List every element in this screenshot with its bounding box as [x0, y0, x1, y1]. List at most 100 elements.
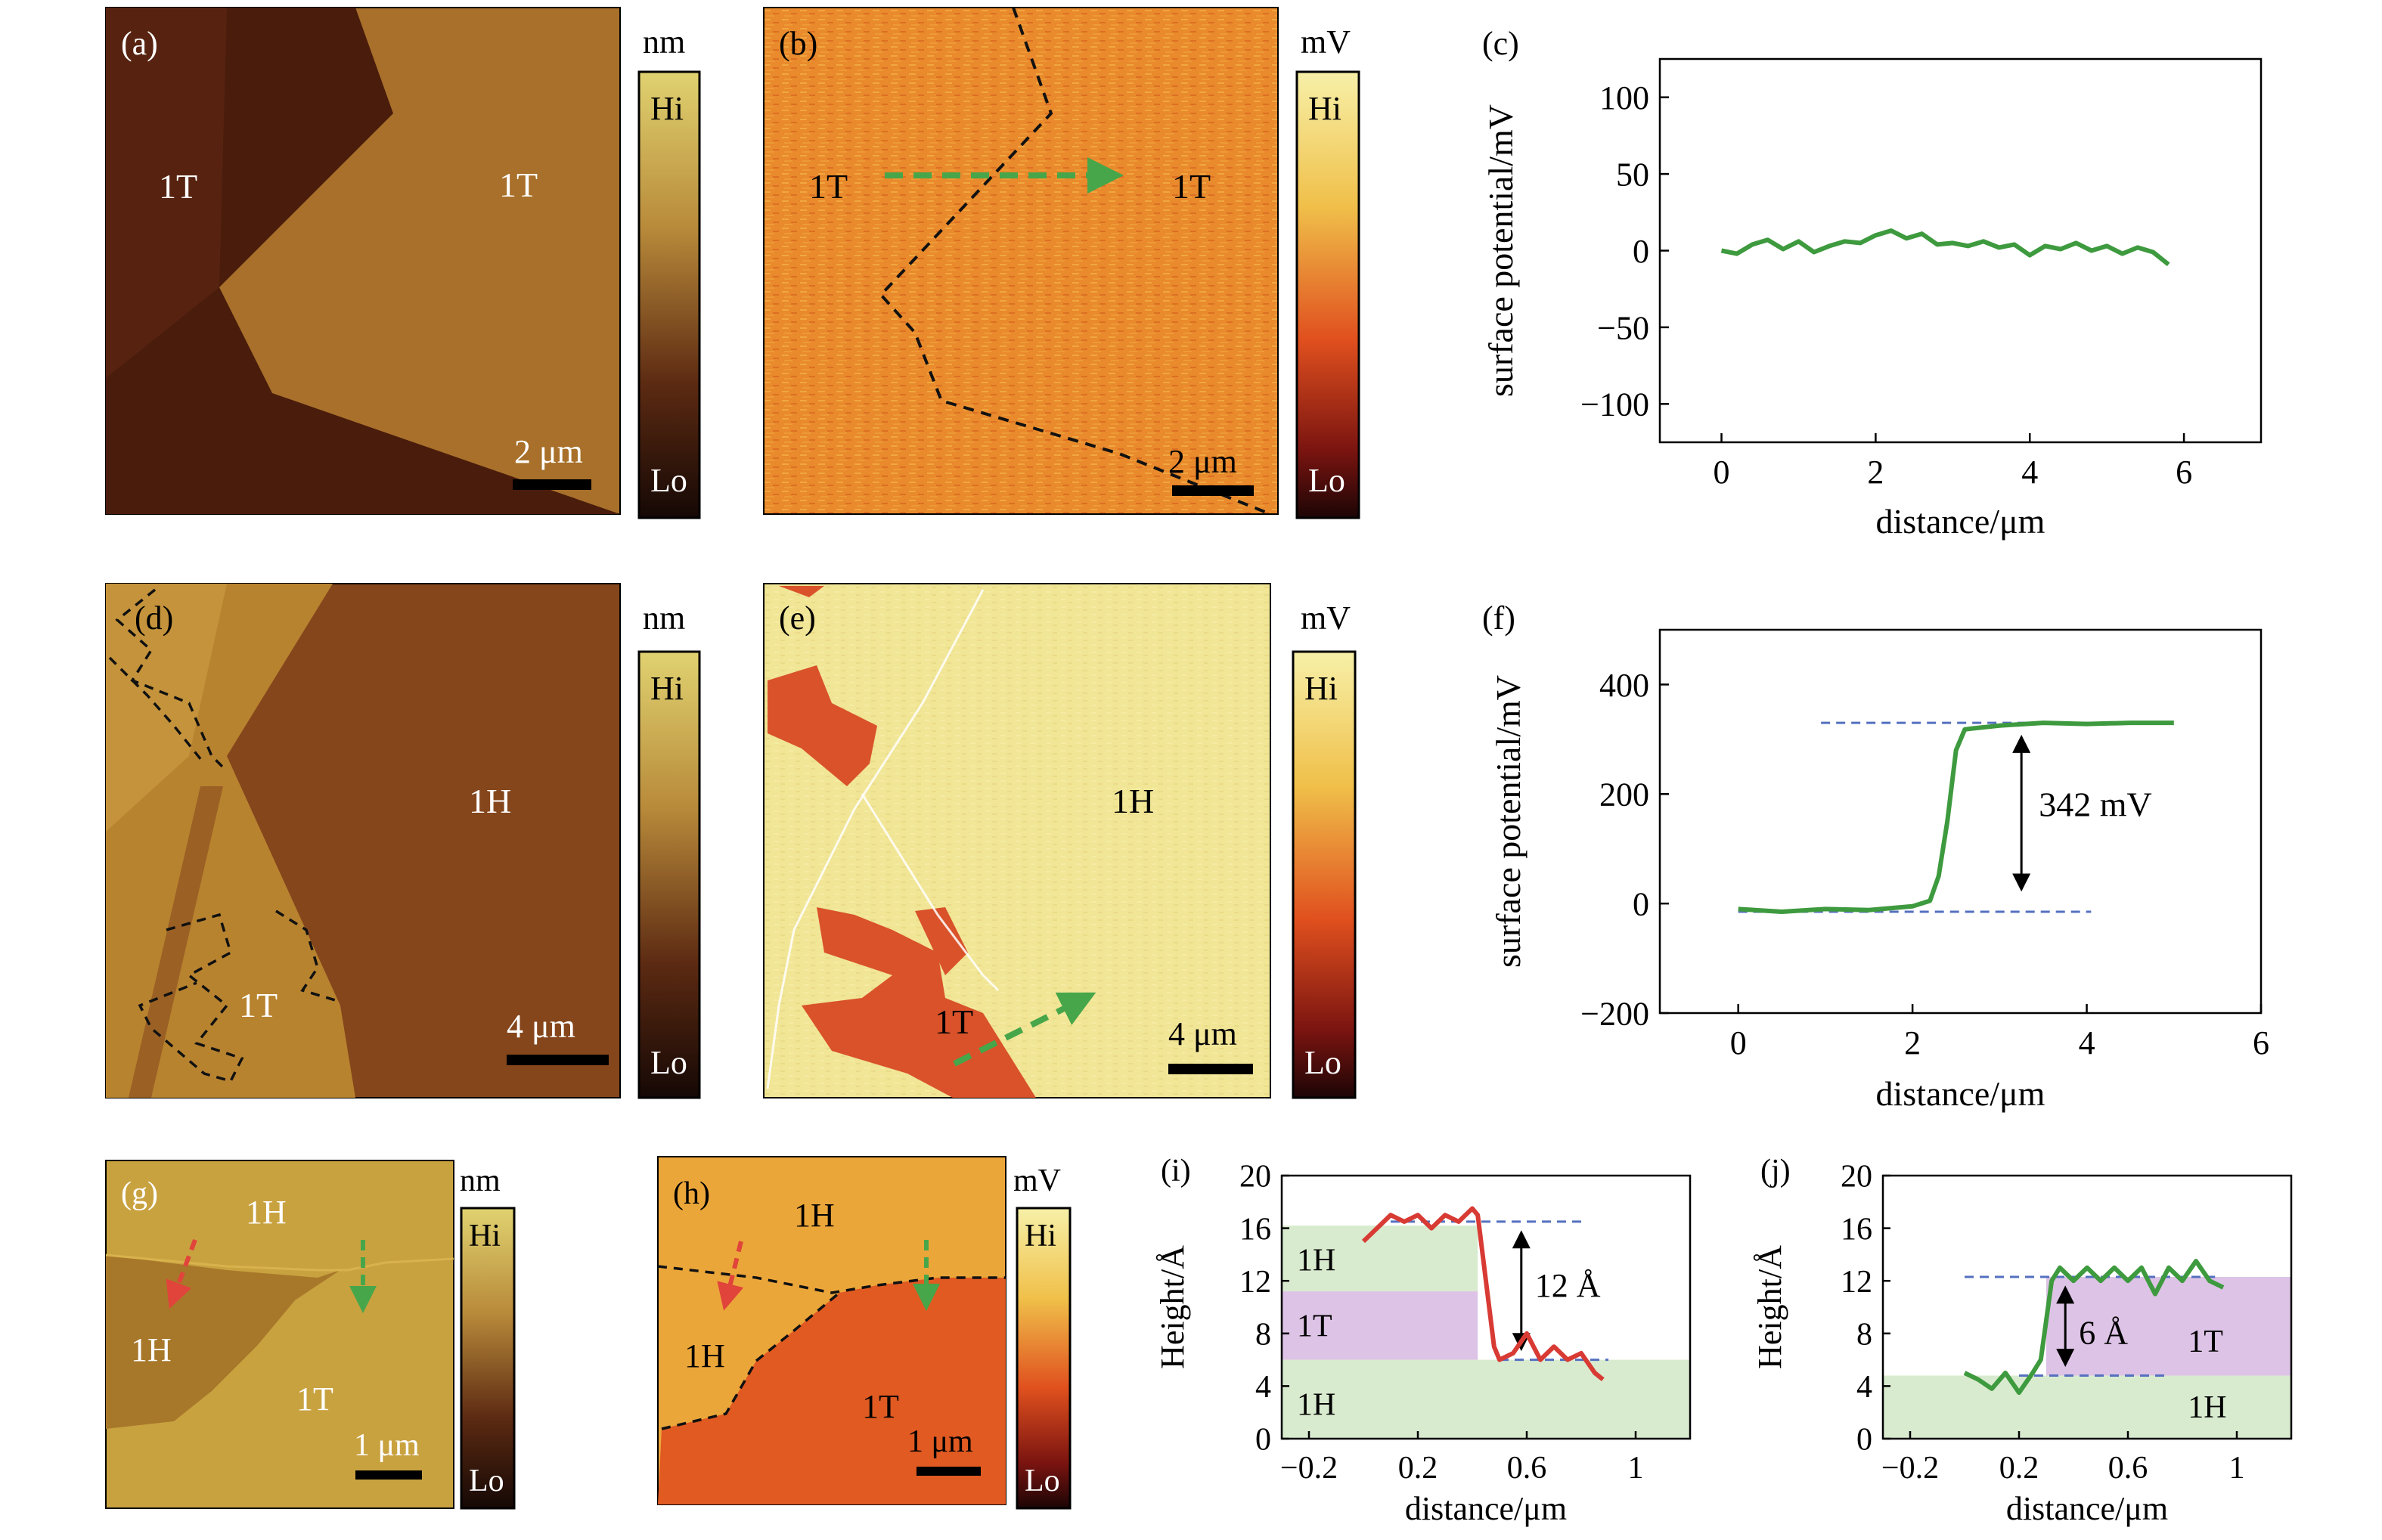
colorbar-hi-a: Hi — [650, 90, 684, 127]
x-tick-label: 4 — [2079, 1024, 2095, 1061]
chart-f: 400 200 0 −200 0 2 4 6 (f) distance/μm surface pot… — [1482, 600, 2269, 1113]
x-tick-label: 1 — [2229, 1451, 2245, 1486]
dark-region-a — [106, 8, 620, 514]
series-line — [1720, 228, 2170, 267]
colorbar-hi-d: Hi — [650, 670, 684, 707]
annotation-6a: 6 Å — [2079, 1315, 2128, 1352]
y-tick-label: 20 — [1841, 1160, 1872, 1195]
series-line — [1963, 1259, 2225, 1396]
x-tick-label: 0.6 — [2108, 1451, 2148, 1486]
scalebar-h — [917, 1467, 981, 1476]
region-label-e-2: 1T — [935, 1002, 973, 1041]
colorbar-unit-d: nm — [643, 600, 685, 637]
scalebar-e — [1168, 1064, 1253, 1074]
boundary-d-4 — [275, 909, 341, 1003]
band-1t — [1282, 1291, 1478, 1360]
chart-j: 20 16 12 8 4 0 −0.2 0.2 0.6 1 (j) distance/μm Height… — [1751, 1154, 2293, 1527]
x-tick-label: 0.2 — [1999, 1451, 2039, 1486]
series-line — [1738, 720, 2174, 914]
colorbar-unit-e: mV — [1301, 600, 1351, 637]
y-tick-label: 8 — [1255, 1318, 1271, 1353]
chart-panel-label: (j) — [1760, 1154, 1791, 1188]
x-tick-label: 0 — [1730, 1024, 1747, 1061]
y-axis-label: surface potential/mV — [1481, 104, 1520, 397]
boundary-h-2 — [661, 1291, 841, 1430]
x-tick-label: 2 — [1867, 454, 1884, 491]
kpfm-image-b — [763, 7, 1279, 515]
colorbar-unit-b: mV — [1301, 23, 1351, 60]
band-1h — [1883, 1375, 2291, 1439]
region-label-g-2: 1H — [131, 1331, 172, 1368]
y-tick-label: 4 — [1856, 1370, 1872, 1405]
plot-frame — [1658, 57, 2263, 444]
dark-region-g — [106, 1255, 340, 1429]
colorbar-a: nm Hi Lo — [637, 23, 701, 519]
colorbar-e: mV Hi Lo — [1292, 600, 1357, 1099]
x-tick-label: 6 — [2176, 454, 2192, 491]
colorbar-b: mV Hi Lo — [1295, 23, 1360, 519]
y-tick-label: 12 — [1841, 1265, 1872, 1300]
y-axis-label: Height/Å — [1154, 1245, 1191, 1369]
scalebar-label-d: 4 μm — [507, 1008, 575, 1045]
panel-label-g: (g) — [121, 1176, 158, 1211]
scalebar-label-e: 4 μm — [1168, 1015, 1237, 1052]
low-region-h — [658, 1278, 1006, 1504]
x-tick-label: 2 — [1904, 1024, 1921, 1061]
region-label-a-1: 1T — [159, 167, 197, 206]
band-label: 1H — [1297, 1388, 1335, 1423]
band-label: 1T — [1297, 1309, 1332, 1343]
region-label-h-2: 1H — [684, 1337, 725, 1374]
x-tick-label: 1 — [1628, 1451, 1644, 1486]
region-label-d-1: 1H — [469, 782, 511, 820]
colorbar-d: nm Hi Lo — [637, 600, 701, 1099]
y-tick-label: 20 — [1239, 1160, 1271, 1195]
scalebar-label-b: 2 μm — [1168, 443, 1237, 480]
colorbar-lo-a: Lo — [650, 462, 687, 499]
boundary-h-1 — [657, 1265, 1006, 1294]
y-tick-label: 12 — [1239, 1265, 1271, 1300]
y-tick-label: 100 — [1599, 79, 1649, 116]
stripe-d — [129, 786, 223, 1098]
scalebar-a — [513, 479, 591, 490]
band-label: 1H — [1297, 1243, 1335, 1278]
plot-frame — [1658, 628, 2263, 1015]
y-tick-label: 0 — [1255, 1423, 1271, 1458]
red-arrow-h — [717, 1241, 744, 1311]
panel-g: (g) 1H 1H 1T 1 μm — [105, 1160, 454, 1509]
region-label-d-2: 1T — [239, 986, 278, 1024]
scalebar-b — [1172, 485, 1254, 496]
flake-e-3 — [915, 907, 968, 975]
y-tick-label: 200 — [1599, 776, 1649, 813]
colorbar-hi-b: Hi — [1308, 90, 1341, 127]
x-tick-label: 0.6 — [1507, 1451, 1547, 1486]
x-tick-label: −0.2 — [1280, 1451, 1338, 1486]
plot-frame — [1280, 1174, 1692, 1440]
chart-panel-label: (i) — [1161, 1154, 1191, 1188]
boundary-d-3 — [138, 913, 244, 1083]
x-tick-label: 0.2 — [1398, 1451, 1438, 1486]
y-tick-label: 0 — [1633, 886, 1649, 923]
band-1t — [2046, 1276, 2291, 1376]
band-1h-top — [1282, 1225, 1478, 1292]
colorbar-unit-h: mV — [1013, 1164, 1061, 1198]
series-line — [1361, 1206, 1605, 1382]
scalebar-label-h: 1 μm — [907, 1424, 973, 1459]
chart-panel-label: (c) — [1482, 25, 1519, 62]
x-tick-label: 0 — [1714, 454, 1730, 491]
plot-frame — [1881, 1174, 2293, 1440]
colorbar-lo-g: Lo — [469, 1464, 504, 1498]
y-tick-label: −200 — [1580, 995, 1649, 1032]
region-label-b-2: 1T — [1172, 167, 1211, 206]
panel-label-h: (h) — [673, 1176, 710, 1211]
scalebar-d — [507, 1055, 609, 1065]
scalebar-label-g: 1 μm — [354, 1428, 420, 1463]
y-tick-label: 0 — [1633, 233, 1649, 270]
y-tick-label: 0 — [1856, 1423, 1872, 1458]
band-1h-bottom — [1282, 1359, 1690, 1439]
y-tick-label: 16 — [1239, 1212, 1271, 1247]
colorbar-lo-e: Lo — [1304, 1044, 1341, 1081]
chart-c: 100 50 0 −50 −100 0 2 4 6 (c) distance/μm surface p… — [1481, 25, 2263, 541]
band-label: 1T — [2188, 1325, 2223, 1359]
x-axis-label: distance/μm — [1876, 1074, 2045, 1113]
